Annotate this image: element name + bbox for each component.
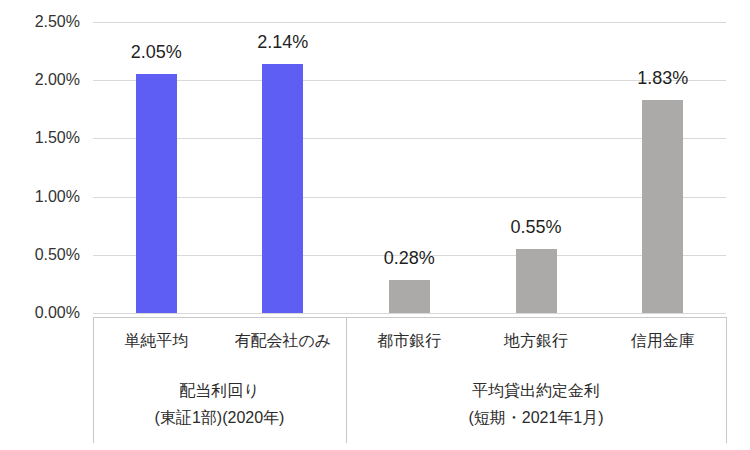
bar-chart: 2.50% 2.00% 1.50% 1.00% 0.50% 0.00% 2.05% 単純平均 2… — [0, 0, 750, 450]
gridline — [93, 313, 726, 314]
gridline — [93, 197, 726, 198]
y-axis-tick-label: 0.50% — [0, 246, 80, 264]
gridline — [93, 138, 726, 139]
gridline — [93, 22, 726, 23]
category-label: 有配会社のみ — [221, 331, 345, 351]
y-axis-tick-label: 2.00% — [0, 71, 80, 89]
bar-都市銀行 — [389, 280, 430, 313]
y-axis-tick-label: 2.50% — [0, 13, 80, 31]
bar-value-label: 0.28% — [364, 248, 454, 268]
group-axis-label: 配当利回り — [93, 380, 346, 402]
y-axis-tick-label: 1.50% — [0, 129, 80, 147]
group-axis-label: 平均貸出約定金利 — [346, 380, 726, 402]
bar-value-label: 0.55% — [491, 217, 581, 237]
bar-有配会社のみ — [262, 64, 303, 313]
bar-value-label: 2.14% — [238, 32, 328, 52]
group-axis-label: (東証1部)(2020年) — [93, 407, 346, 429]
group-axis-label: (短期・2021年1月) — [346, 407, 726, 429]
category-box-top-border — [93, 317, 726, 318]
category-label: 信用金庫 — [601, 331, 725, 351]
category-label: 都市銀行 — [347, 331, 471, 351]
y-axis-tick-label: 1.00% — [0, 188, 80, 206]
category-box-right-border — [726, 317, 727, 443]
y-axis-tick-label: 0.00% — [0, 304, 80, 322]
bar-信用金庫 — [642, 100, 683, 313]
category-label: 単純平均 — [94, 331, 218, 351]
bar-value-label: 1.83% — [618, 68, 708, 88]
bar-単純平均 — [136, 74, 177, 313]
bar-value-label: 2.05% — [111, 42, 201, 62]
category-label: 地方銀行 — [474, 331, 598, 351]
bar-地方銀行 — [516, 249, 557, 313]
